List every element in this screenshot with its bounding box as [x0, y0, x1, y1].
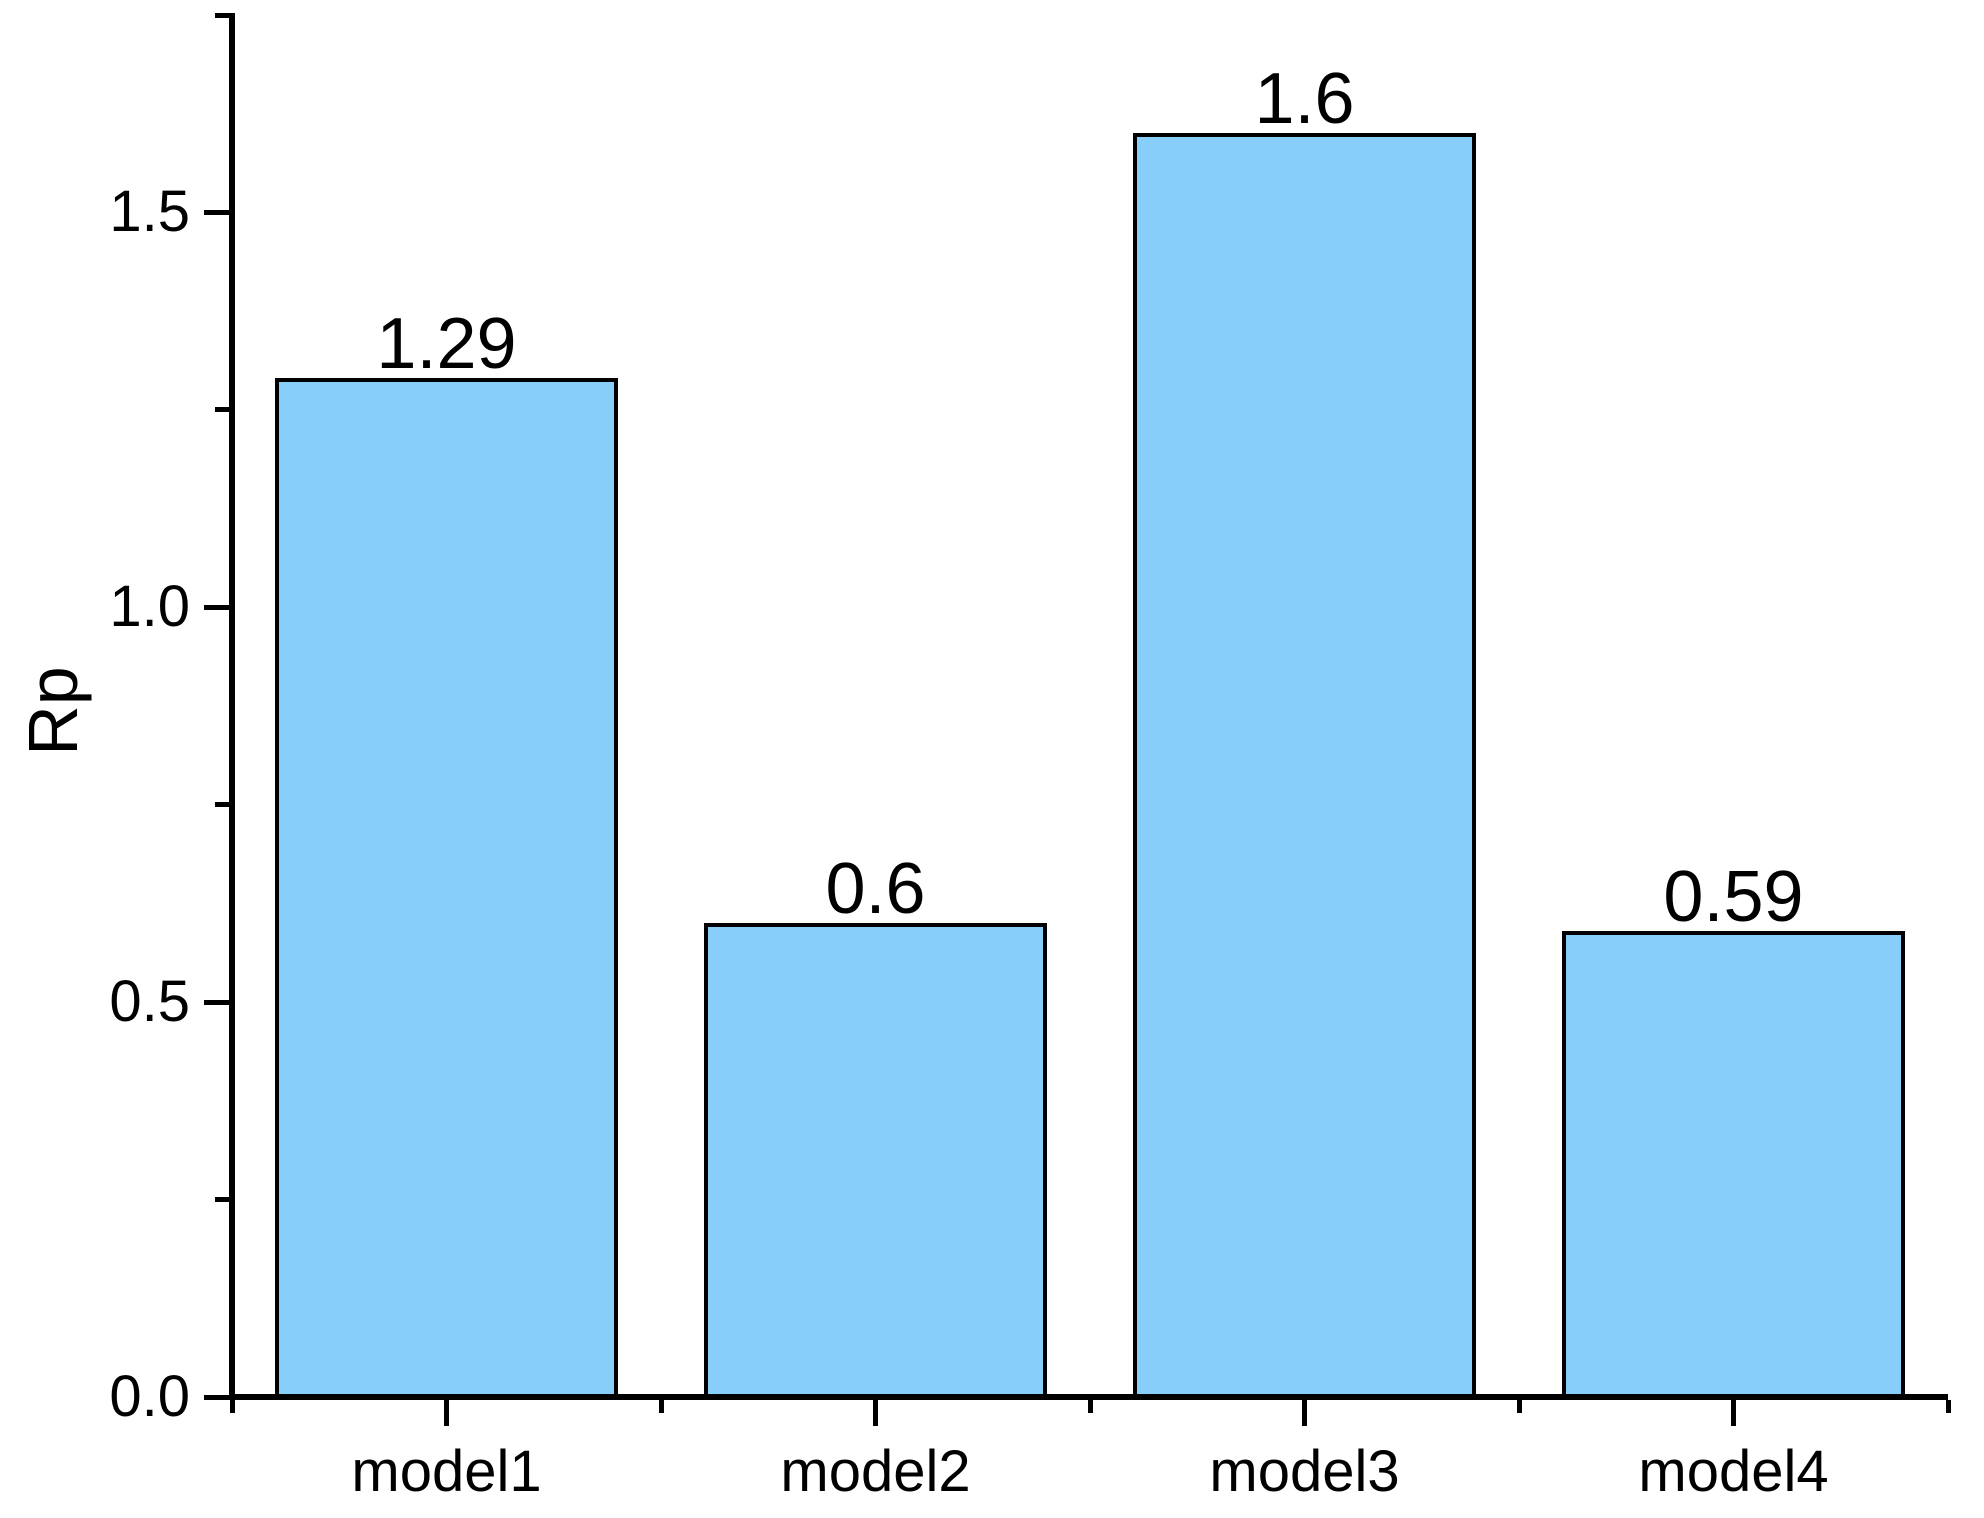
y-axis-line: [229, 13, 235, 1400]
y-major-tick: [204, 604, 229, 610]
bar-model1: [275, 378, 618, 1399]
y-major-tick: [204, 1394, 229, 1400]
y-major-tick: [204, 209, 229, 215]
x-major-tick: [1731, 1400, 1736, 1426]
y-minor-tick: [215, 1197, 229, 1203]
category-label-model4: model4: [1638, 1439, 1829, 1504]
category-label-model3: model3: [1209, 1439, 1400, 1504]
bar-value-label-model4: 0.59: [1663, 857, 1804, 938]
bar-model4: [1562, 931, 1905, 1399]
x-minor-tick: [1945, 1400, 1951, 1413]
x-axis-line: [229, 1394, 1948, 1400]
x-minor-tick: [658, 1400, 664, 1413]
y-minor-tick: [215, 12, 229, 18]
category-label-model1: model1: [351, 1439, 542, 1504]
bar-model3: [1133, 133, 1476, 1399]
x-major-tick: [873, 1400, 878, 1426]
y-minor-tick: [215, 407, 229, 413]
x-minor-tick: [229, 1400, 235, 1413]
y-axis-title: Rp: [14, 666, 92, 756]
bar-value-label-model2: 0.6: [825, 849, 926, 930]
bar-value-label-model1: 1.29: [376, 304, 517, 385]
x-major-tick: [1302, 1400, 1307, 1426]
bar-value-label-model3: 1.6: [1254, 59, 1355, 140]
category-label-model2: model2: [780, 1439, 971, 1504]
y-tick-label: 1.0: [109, 574, 190, 640]
y-major-tick: [204, 999, 229, 1005]
y-tick-label: 1.5: [109, 179, 190, 245]
x-minor-tick: [1516, 1400, 1522, 1413]
y-tick-label: 0.5: [109, 969, 190, 1035]
y-tick-label: 0.0: [109, 1364, 190, 1429]
bar-model2: [704, 923, 1047, 1399]
y-minor-tick: [215, 802, 229, 808]
x-minor-tick: [1087, 1400, 1093, 1413]
x-major-tick: [444, 1400, 449, 1426]
